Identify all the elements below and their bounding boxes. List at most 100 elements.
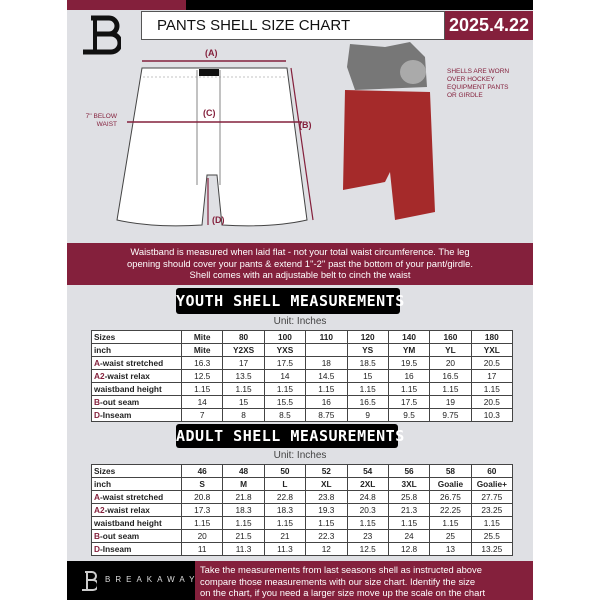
footer-line: compare those measurements with our size… (200, 575, 476, 587)
table-cell: YM (387, 343, 431, 357)
info-line: Shell comes with an adjustable belt to c… (189, 269, 411, 280)
table-cell: 15.5 (263, 395, 307, 409)
measure-name: Sizes (94, 466, 116, 476)
measure-name: -waist stretched (100, 492, 164, 502)
table-cell: YL (429, 343, 472, 357)
row-label: Sizes (91, 464, 182, 478)
table-cell: 1.15 (470, 382, 514, 396)
table-cell: 19.5 (387, 356, 431, 370)
table-cell: S (180, 477, 224, 491)
table-cell: 56 (387, 464, 431, 478)
table-cell: 18 (305, 356, 348, 370)
table-cell: 20 (180, 529, 224, 543)
brand-logo (83, 15, 121, 55)
note-line: SHELLS ARE WORN (447, 68, 510, 75)
row-label: A-waist stretched (91, 356, 182, 370)
table-row: B-out seam 20 21.5 21 22.3 23 24 25 25.5 (91, 529, 514, 543)
table-cell: 12.5 (180, 369, 224, 383)
measure-code: A (94, 492, 100, 502)
table-cell: 25.5 (470, 529, 514, 543)
table-cell: 1.15 (263, 516, 307, 530)
note-line: OR GIRDLE (447, 92, 483, 99)
table-row: waistband height 1.15 1.15 1.15 1.15 1.15 1.15… (91, 382, 514, 396)
table-cell: 21 (263, 529, 307, 543)
table-row: B-out seam 14 15 15.5 16 16.5 17.5 19 20.5 (91, 395, 514, 409)
table-cell: 1.15 (387, 382, 431, 396)
table-cell: 23.25 (470, 503, 514, 517)
table-cell: 9.5 (387, 408, 431, 422)
row-label: waistband height (91, 382, 182, 396)
table-cell: 120 (346, 330, 389, 344)
table-cell: 14.5 (305, 369, 348, 383)
table-cell: 21.3 (387, 503, 431, 517)
table-cell: 21.8 (222, 490, 265, 504)
table-cell: YXS (263, 343, 307, 357)
info-line: opening should cover your pants & extend… (127, 257, 473, 269)
adult-unit-label: Unit: Inches (273, 450, 327, 461)
table-cell: 1.15 (346, 516, 389, 530)
table-cell: Goalie (429, 477, 472, 491)
row-label: A2-waist relax (91, 369, 182, 383)
measure-name: waistband height (94, 518, 162, 528)
measure-code: B (94, 397, 100, 407)
table-cell: 19.3 (305, 503, 348, 517)
note-line: OVER HOCKEY (447, 76, 495, 83)
table-cell: 17.5 (263, 356, 307, 370)
table-cell: 50 (263, 464, 307, 478)
measure-code: A2 (94, 505, 105, 515)
table-cell: 1.15 (305, 382, 348, 396)
row-label: B-out seam (91, 529, 182, 543)
table-row: waistband height 1.15 1.15 1.15 1.15 1.15 1.15… (91, 516, 514, 530)
measure-code: A (94, 358, 100, 368)
table-cell: 16.3 (180, 356, 224, 370)
measure-name: inch (94, 345, 112, 355)
table-cell: 15 (346, 369, 389, 383)
table-cell: 17 (222, 356, 265, 370)
table-cell: 80 (222, 330, 265, 344)
table-cell: 1.15 (387, 516, 431, 530)
table-cell: Y2XS (222, 343, 265, 357)
table-cell: 100 (263, 330, 307, 344)
measure-name: -Inseam (100, 544, 132, 554)
shorts-diagram (116, 60, 314, 227)
table-cell: 1.15 (305, 516, 348, 530)
table-cell (305, 343, 348, 357)
table-cell: 3XL (387, 477, 431, 491)
table-cell: 17.3 (180, 503, 224, 517)
footer-brand-name: BREAKAWAY (105, 575, 200, 584)
table-cell: 160 (429, 330, 472, 344)
table-cell: 1.15 (429, 382, 472, 396)
measure-name: -waist stretched (100, 358, 164, 368)
table-cell: 14 (180, 395, 224, 409)
table-cell: 7 (180, 408, 224, 422)
table-row: D-Inseam 7 8 8.5 8.75 9 9.5 9.75 10.3 (91, 408, 514, 422)
table-cell: 20.3 (346, 503, 389, 517)
table-cell: M (222, 477, 265, 491)
table-cell: 16 (387, 369, 431, 383)
table-cell: 2XL (346, 477, 389, 491)
table-cell: 110 (305, 330, 348, 344)
table-cell: 1.15 (346, 382, 389, 396)
row-label: B-out seam (91, 395, 182, 409)
table-row: D-Inseam 11 11.3 11.3 12 12.5 12.8 13 13.25 (91, 542, 514, 556)
table-cell: 18.3 (263, 503, 307, 517)
label-a: (A) (205, 48, 218, 58)
label-b: (B) (299, 120, 312, 130)
table-cell: YXL (470, 343, 514, 357)
row-label: A2-waist relax (91, 503, 182, 517)
table-cell: 1.15 (263, 382, 307, 396)
table-cell: 24.8 (346, 490, 389, 504)
table-cell: Goalie+ (470, 477, 514, 491)
size-chart-page: PANTS SHELL SIZE CHART 2025.4.22 (A) (C)… (67, 0, 533, 600)
footer-line: on the chart, if you need a larger size … (200, 587, 486, 598)
note-line: EQUIPMENT PANTS (447, 84, 509, 91)
table-row: A2-waist relax 12.5 13.5 14 14.5 15 16 16.5 17 (91, 369, 514, 383)
table-row: Sizes Mite 80 100 110 120 140 160 180 (91, 330, 514, 344)
table-cell: 8.75 (305, 408, 348, 422)
table-cell: 22.3 (305, 529, 348, 543)
table-cell: 23 (346, 529, 389, 543)
footer-logo (82, 571, 97, 591)
table-cell: 9 (346, 408, 389, 422)
row-label: D-Inseam (91, 408, 182, 422)
table-cell: 13 (429, 542, 472, 556)
